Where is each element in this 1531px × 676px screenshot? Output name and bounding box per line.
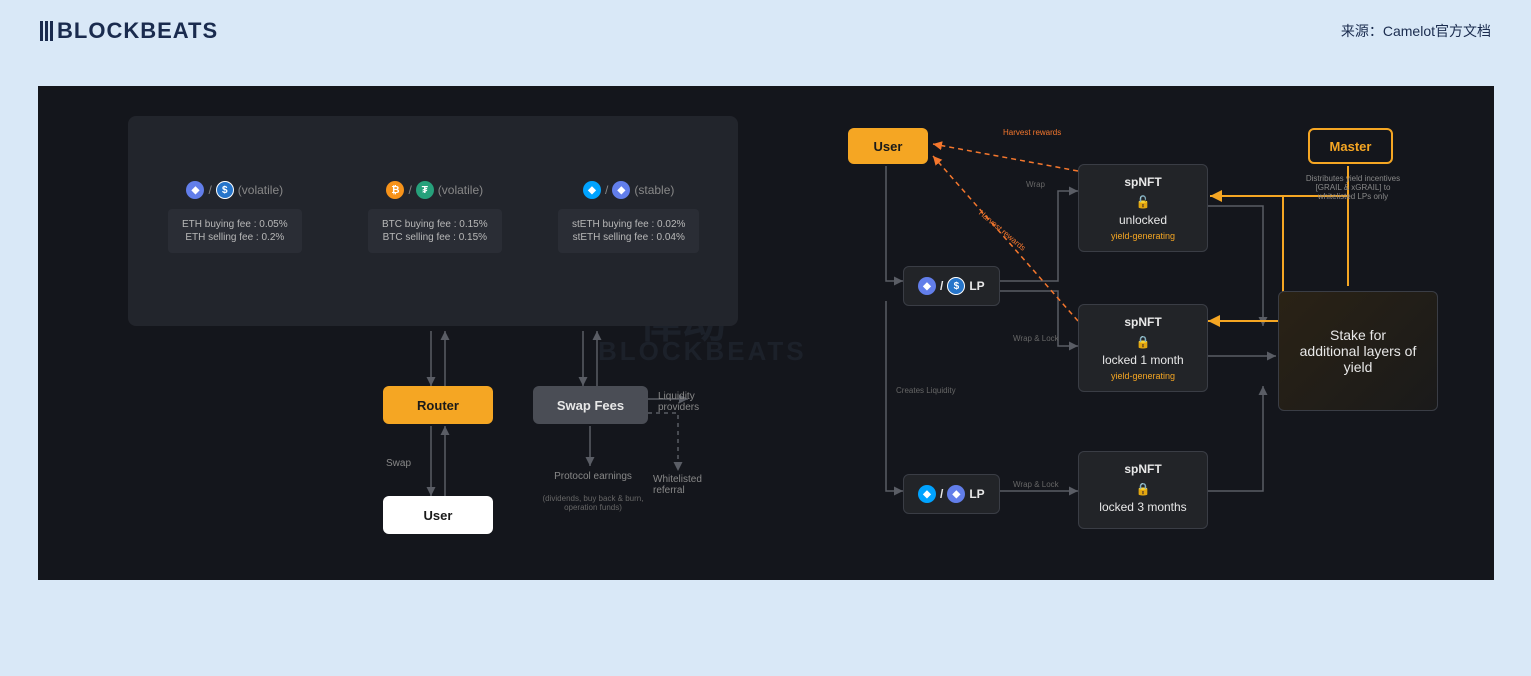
spnft-status: locked 3 months <box>1097 500 1189 514</box>
pair-label-3: ◆ / ◆ (stable) <box>558 181 699 199</box>
spnft-yield: yield-generating <box>1097 371 1189 381</box>
spnft-status: unlocked <box>1097 213 1189 227</box>
fee-line: BTC buying fee : 0.15% <box>382 219 488 230</box>
swap-label: Swap <box>386 458 411 469</box>
fee-card-1: ETH buying fee : 0.05% ETH selling fee :… <box>168 209 302 253</box>
spnft-2: spNFT 🔒 locked 1 month yield-generating <box>1078 304 1208 392</box>
master-node: Master <box>1308 128 1393 164</box>
pair-type-3: (stable) <box>634 183 674 197</box>
steth-icon: ◆ <box>583 181 601 199</box>
harvest-label-2: Harvest rewards <box>977 208 1027 252</box>
spnft-1: spNFT 🔓 unlocked yield-generating <box>1078 164 1208 252</box>
wrap-lock-label: Wrap & Lock <box>1013 334 1059 343</box>
fee-line: stETH selling fee : 0.04% <box>572 232 685 243</box>
spnft-yield: yield-generating <box>1097 231 1189 241</box>
spnft-status: locked 1 month <box>1097 353 1189 367</box>
logo-icon <box>40 21 53 41</box>
brand-text: BLOCKBEATS <box>57 18 218 44</box>
btc-icon: ₿ <box>386 181 404 199</box>
protocol-earnings-label: Protocol earnings <box>553 471 633 482</box>
lp-text: LP <box>969 279 984 293</box>
pair-type-1: (volatile) <box>238 183 283 197</box>
fee-card-3: stETH buying fee : 0.02% stETH selling f… <box>558 209 699 253</box>
user-node-right: User <box>848 128 928 164</box>
steth-icon: ◆ <box>918 485 936 503</box>
wrap-lock-label-2: Wrap & Lock <box>1013 480 1059 489</box>
spnft-title: spNFT <box>1097 315 1189 329</box>
spnft-title: spNFT <box>1097 175 1189 189</box>
brand-logo: BLOCKBEATS <box>40 18 218 44</box>
lp-box-2: ◆ / ◆ LP <box>903 474 1000 514</box>
fee-line: ETH buying fee : 0.05% <box>182 219 288 230</box>
usd-icon: $ <box>947 277 965 295</box>
fee-pair-3: ◆ / ◆ (stable) stETH buying fee : 0.02% … <box>558 181 699 253</box>
whitelisted-ref-label: Whitelisted referral <box>653 474 723 496</box>
usdt-icon: ₮ <box>416 181 434 199</box>
lock-icon: 🔒 <box>1097 482 1189 496</box>
pair-type-2: (volatile) <box>438 183 483 197</box>
harvest-label: Harvest rewards <box>1003 128 1061 137</box>
fee-line: BTC selling fee : 0.15% <box>382 232 488 243</box>
fee-line: ETH selling fee : 0.2% <box>182 232 288 243</box>
swap-fees-node: Swap Fees <box>533 386 648 424</box>
eth-icon: ◆ <box>947 485 965 503</box>
lock-icon: 🔒 <box>1097 335 1189 349</box>
stake-box: Stake for additional layers of yield <box>1278 291 1438 411</box>
unlock-icon: 🔓 <box>1097 195 1189 209</box>
router-node: Router <box>383 386 493 424</box>
wrap-label: Wrap <box>1026 180 1045 189</box>
pair-label-1: ◆ / $ (volatile) <box>168 181 302 199</box>
watermark-en: BLOCKBEATS <box>598 336 807 367</box>
master-sub: Distributes yield incentives [GRAIL & xG… <box>1298 174 1408 201</box>
lp-text: LP <box>969 487 984 501</box>
source-text: 来源：Camelot官方文档 <box>1341 21 1491 41</box>
eth-icon: ◆ <box>612 181 630 199</box>
spnft-3: spNFT 🔒 locked 3 months <box>1078 451 1208 529</box>
user-node-left: User <box>383 496 493 534</box>
fee-line: stETH buying fee : 0.02% <box>572 219 685 230</box>
pair-label-2: ₿ / ₮ (volatile) <box>368 181 502 199</box>
spnft-title: spNFT <box>1097 462 1189 476</box>
lp-box-1: ◆ / $ LP <box>903 266 1000 306</box>
fee-card-2: BTC buying fee : 0.15% BTC selling fee :… <box>368 209 502 253</box>
header: BLOCKBEATS 来源：Camelot官方文档 <box>0 0 1531 62</box>
protocol-sub-label: (dividends, buy back & burn, operation f… <box>533 494 653 512</box>
lp-label: Liquidity providers <box>658 391 718 413</box>
diagram-canvas: 律动 BLOCKBEATS ◆ / $ (volatile) ETH buyin… <box>38 86 1494 580</box>
creates-liquidity-label: Creates Liquidity <box>896 386 956 395</box>
usd-icon: $ <box>216 181 234 199</box>
eth-icon: ◆ <box>186 181 204 199</box>
eth-icon: ◆ <box>918 277 936 295</box>
fee-pair-2: ₿ / ₮ (volatile) BTC buying fee : 0.15% … <box>368 181 502 253</box>
fee-pair-1: ◆ / $ (volatile) ETH buying fee : 0.05% … <box>168 181 302 253</box>
